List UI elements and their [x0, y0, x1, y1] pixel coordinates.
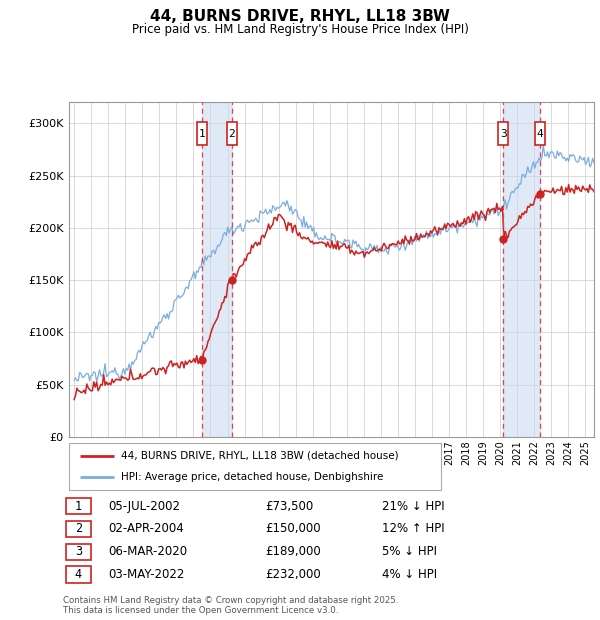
- Bar: [202, 102, 232, 437]
- Text: 12% ↑ HPI: 12% ↑ HPI: [382, 523, 444, 536]
- Text: 2: 2: [75, 523, 82, 536]
- Text: 4: 4: [75, 568, 82, 581]
- Text: 1: 1: [199, 129, 205, 139]
- FancyBboxPatch shape: [65, 566, 91, 583]
- Text: 4% ↓ HPI: 4% ↓ HPI: [382, 568, 437, 581]
- FancyBboxPatch shape: [197, 122, 207, 145]
- FancyBboxPatch shape: [65, 544, 91, 560]
- Text: 03-MAY-2022: 03-MAY-2022: [108, 568, 185, 581]
- Text: 3: 3: [75, 545, 82, 558]
- Text: 06-MAR-2020: 06-MAR-2020: [108, 545, 187, 558]
- Text: 5% ↓ HPI: 5% ↓ HPI: [382, 545, 437, 558]
- Text: 21% ↓ HPI: 21% ↓ HPI: [382, 500, 444, 513]
- Text: 1: 1: [75, 500, 82, 513]
- Text: £232,000: £232,000: [265, 568, 320, 581]
- Text: 44, BURNS DRIVE, RHYL, LL18 3BW (detached house): 44, BURNS DRIVE, RHYL, LL18 3BW (detache…: [121, 451, 399, 461]
- Text: £150,000: £150,000: [265, 523, 320, 536]
- FancyBboxPatch shape: [498, 122, 508, 145]
- FancyBboxPatch shape: [227, 122, 237, 145]
- FancyBboxPatch shape: [535, 122, 545, 145]
- Text: 2: 2: [229, 129, 235, 139]
- Text: Contains HM Land Registry data © Crown copyright and database right 2025.
This d: Contains HM Land Registry data © Crown c…: [63, 596, 398, 615]
- FancyBboxPatch shape: [69, 443, 441, 490]
- Text: 02-APR-2004: 02-APR-2004: [108, 523, 184, 536]
- FancyBboxPatch shape: [65, 498, 91, 515]
- Text: £189,000: £189,000: [265, 545, 320, 558]
- Text: 05-JUL-2002: 05-JUL-2002: [108, 500, 180, 513]
- Text: HPI: Average price, detached house, Denbighshire: HPI: Average price, detached house, Denb…: [121, 472, 383, 482]
- Bar: [503, 102, 540, 437]
- Text: 44, BURNS DRIVE, RHYL, LL18 3BW: 44, BURNS DRIVE, RHYL, LL18 3BW: [150, 9, 450, 24]
- FancyBboxPatch shape: [65, 521, 91, 537]
- Text: £73,500: £73,500: [265, 500, 313, 513]
- Text: 3: 3: [500, 129, 506, 139]
- Text: Price paid vs. HM Land Registry's House Price Index (HPI): Price paid vs. HM Land Registry's House …: [131, 23, 469, 36]
- Text: 4: 4: [536, 129, 544, 139]
